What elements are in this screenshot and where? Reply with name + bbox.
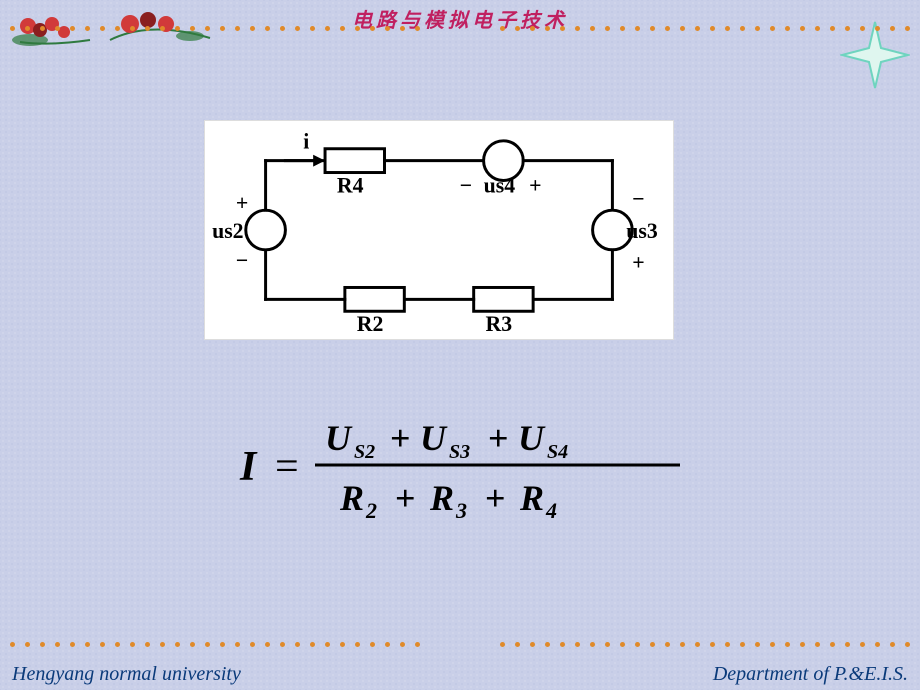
- svg-text:S2: S2: [354, 441, 375, 463]
- circuit-diagram: i R4 − us4 + + us2 − − us3 + R2 R3: [204, 120, 674, 340]
- bottom-dots-row: [0, 642, 920, 650]
- source-us2-neg: −: [236, 249, 248, 273]
- svg-text:+: +: [390, 418, 411, 458]
- footer-left: Hengyang normal university: [12, 663, 241, 686]
- svg-text:3: 3: [455, 498, 467, 523]
- source-us3-neg: −: [632, 187, 644, 211]
- source-us3-label: us3: [626, 219, 658, 243]
- svg-text:R: R: [339, 478, 364, 518]
- svg-text:4: 4: [545, 498, 557, 523]
- equation: I = U S2 + U S3 + U S4 R 2 + R 3: [0, 400, 920, 535]
- source-us4-pos: +: [529, 173, 541, 197]
- svg-text:S3: S3: [449, 441, 470, 463]
- eq-equals: =: [275, 444, 299, 490]
- svg-text:+: +: [488, 418, 509, 458]
- svg-text:U: U: [325, 418, 353, 458]
- svg-text:+: +: [395, 478, 416, 518]
- current-label: i: [303, 130, 309, 154]
- source-us3-pos: +: [632, 251, 644, 275]
- source-us2-label: us2: [212, 219, 244, 243]
- source-us4-neg: −: [460, 173, 472, 197]
- source-us2-pos: +: [236, 191, 248, 215]
- resistor-r3-label: R3: [486, 312, 513, 336]
- svg-text:S4: S4: [547, 441, 568, 463]
- resistor-r4-label: R4: [337, 173, 364, 197]
- svg-text:R: R: [519, 478, 544, 518]
- background-texture: [0, 0, 920, 690]
- top-dots-row: [0, 26, 920, 34]
- svg-text:R: R: [429, 478, 454, 518]
- svg-text:+: +: [485, 478, 506, 518]
- svg-text:2: 2: [365, 498, 377, 523]
- resistor-r2-label: R2: [357, 312, 384, 336]
- svg-text:U: U: [420, 418, 448, 458]
- eq-lhs: I: [239, 444, 258, 490]
- footer-right: Department of P.&E.I.S.: [713, 663, 908, 686]
- svg-text:U: U: [518, 418, 546, 458]
- source-us4-label: us4: [484, 173, 516, 197]
